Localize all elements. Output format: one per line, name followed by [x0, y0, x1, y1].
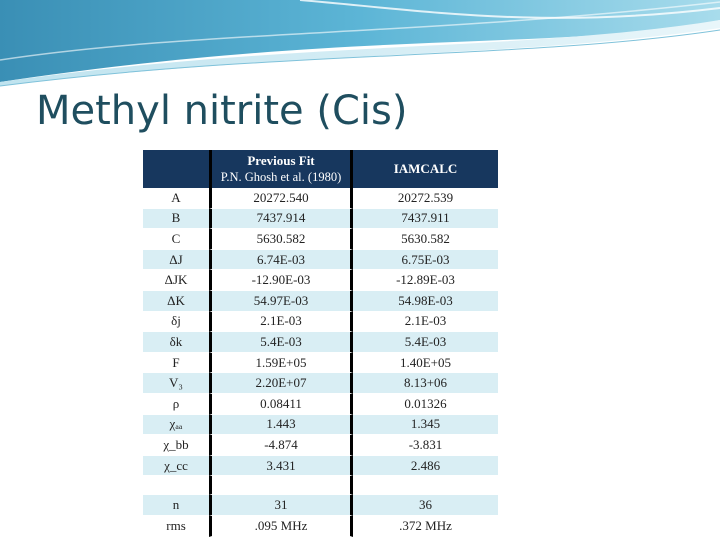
parameter-cell: ΔK [143, 290, 209, 312]
table-row: δj 2.1E-03 2.1E-03 [143, 311, 498, 333]
header-iamcalc-label: IAMCALC [393, 161, 458, 176]
iamcalc-cell: 54.98E-03 [353, 290, 498, 312]
parameter-cell: n [143, 495, 209, 516]
parameter-cell: V₃ [143, 373, 209, 394]
parameter-cell: χₐₐ [143, 414, 209, 436]
table-row: χₐₐ 1.443 1.345 [143, 414, 498, 436]
previous-fit-cell: 31 [209, 495, 353, 516]
parameter-cell: rms [143, 515, 209, 537]
table-row: ΔJ 6.74E-03 6.75E-03 [143, 249, 498, 271]
table-row: F 1.59E+05 1.40E+05 [143, 352, 498, 374]
previous-fit-cell: 6.74E-03 [209, 249, 353, 271]
previous-fit-cell: 2.20E+07 [209, 373, 353, 394]
iamcalc-cell: 0.01326 [353, 393, 498, 415]
iamcalc-cell: 1.40E+05 [353, 352, 498, 374]
decorative-banner [0, 0, 720, 87]
iamcalc-cell: 5.4E-03 [353, 332, 498, 353]
table-row: ρ 0.08411 0.01326 [143, 393, 498, 415]
table-row: B 7437.914 7437.911 [143, 208, 498, 230]
parameter-cell: B [143, 208, 209, 230]
table-row: χ_bb -4.874 -3.831 [143, 435, 498, 456]
table-row: V₃ 2.20E+07 8.13+06 [143, 373, 498, 394]
previous-fit-cell: -12.90E-03 [209, 270, 353, 291]
previous-fit-cell: 5630.582 [209, 229, 353, 250]
iamcalc-cell [353, 476, 498, 496]
table-row: δk 5.4E-03 5.4E-03 [143, 332, 498, 353]
slide-title: Methyl nitrite (Cis) [36, 88, 408, 134]
parameter-table: Previous Fit P.N. Ghosh et al. (1980) IA… [143, 150, 498, 537]
table-row: n 31 36 [143, 495, 498, 516]
table-row: A 20272.540 20272.539 [143, 188, 498, 209]
previous-fit-cell: 0.08411 [209, 393, 353, 415]
parameter-cell: ΔJK [143, 270, 209, 291]
iamcalc-cell: .372 MHz [353, 515, 498, 537]
parameter-cell: C [143, 229, 209, 250]
previous-fit-cell: 2.1E-03 [209, 311, 353, 333]
previous-fit-cell: .095 MHz [209, 515, 353, 537]
iamcalc-cell: 2.1E-03 [353, 311, 498, 333]
iamcalc-cell: 6.75E-03 [353, 249, 498, 271]
parameter-cell: χ_bb [143, 435, 209, 456]
iamcalc-cell: -12.89E-03 [353, 270, 498, 291]
parameter-cell [143, 476, 209, 496]
header-parameter [143, 150, 209, 188]
header-previous-fit: Previous Fit P.N. Ghosh et al. (1980) [209, 150, 353, 188]
table-row: ΔK 54.97E-03 54.98E-03 [143, 290, 498, 312]
parameter-cell: A [143, 188, 209, 209]
iamcalc-cell: 5630.582 [353, 229, 498, 250]
parameter-cell: ρ [143, 393, 209, 415]
iamcalc-cell: 1.345 [353, 414, 498, 436]
iamcalc-cell: 20272.539 [353, 188, 498, 209]
table-header-row: Previous Fit P.N. Ghosh et al. (1980) IA… [143, 150, 498, 188]
parameter-cell: ΔJ [143, 249, 209, 271]
table-row: C 5630.582 5630.582 [143, 229, 498, 250]
parameter-cell: F [143, 352, 209, 374]
iamcalc-cell: -3.831 [353, 435, 498, 456]
previous-fit-cell: 5.4E-03 [209, 332, 353, 353]
iamcalc-cell: 36 [353, 495, 498, 516]
previous-fit-cell: 3.431 [209, 455, 353, 477]
iamcalc-cell: 8.13+06 [353, 373, 498, 394]
parameter-cell: δj [143, 311, 209, 333]
previous-fit-cell [209, 476, 353, 496]
header-previous-fit-line1: Previous Fit [247, 153, 315, 168]
previous-fit-cell: 1.443 [209, 414, 353, 436]
previous-fit-cell: 1.59E+05 [209, 352, 353, 374]
previous-fit-cell: 20272.540 [209, 188, 353, 209]
table-row: χ_cc 3.431 2.486 [143, 455, 498, 477]
table-row: ΔJK -12.90E-03 -12.89E-03 [143, 270, 498, 291]
parameter-cell: δk [143, 332, 209, 353]
table-row: rms .095 MHz .372 MHz [143, 515, 498, 537]
previous-fit-cell: 7437.914 [209, 208, 353, 230]
iamcalc-cell: 7437.911 [353, 208, 498, 230]
table-row [143, 476, 498, 496]
parameter-cell: χ_cc [143, 455, 209, 477]
header-previous-fit-line2: P.N. Ghosh et al. (1980) [220, 170, 342, 184]
iamcalc-cell: 2.486 [353, 455, 498, 477]
previous-fit-cell: -4.874 [209, 435, 353, 456]
header-iamcalc: IAMCALC [353, 150, 498, 188]
previous-fit-cell: 54.97E-03 [209, 290, 353, 312]
table-body: A 20272.540 20272.539 B 7437.914 7437.911 C 563… [143, 188, 498, 537]
